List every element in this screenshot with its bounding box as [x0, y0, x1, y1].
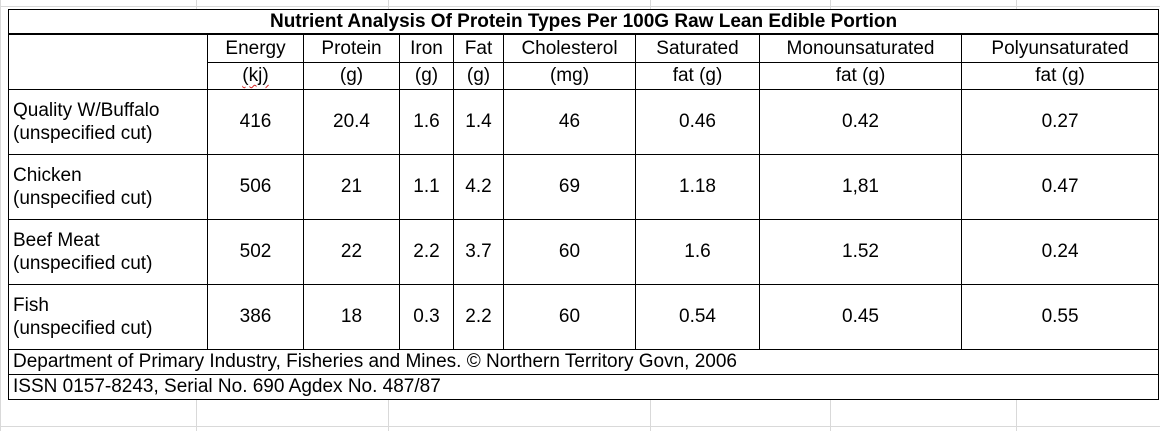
cell-monounsaturated[interactable]: 1.52 [759, 219, 962, 285]
unit-energy[interactable]: (kj) [207, 62, 304, 90]
header-polyunsaturated[interactable]: Polyunsaturated [960, 33, 1160, 63]
cell-saturated[interactable]: 1.6 [635, 219, 760, 285]
cell-saturated[interactable]: 1.18 [635, 154, 760, 220]
cell-monounsaturated[interactable]: 0.45 [759, 284, 962, 350]
table-row: Chicken (unspecified cut) 506 21 1.1 4.2 … [8, 154, 1160, 220]
footer-row: Department of Primary Industry, Fisherie… [7, 349, 1160, 375]
cell-energy[interactable]: 502 [207, 219, 304, 285]
header-saturated[interactable]: Saturated [635, 33, 760, 63]
unit-energy-text: (kj) [242, 65, 269, 86]
cell-fat[interactable]: 2.2 [453, 284, 504, 350]
row-sub: (unspecified cut) [13, 188, 153, 209]
header-protein[interactable]: Protein [303, 33, 400, 63]
cell-protein[interactable]: 18 [303, 284, 400, 350]
table-row: Fish (unspecified cut) 386 18 0.3 2.2 60 … [8, 284, 1160, 350]
unit-polyunsaturated[interactable]: fat (g) [960, 62, 1160, 90]
cell-monounsaturated[interactable]: 1,81 [759, 154, 962, 220]
cell-iron[interactable]: 0.3 [399, 284, 454, 350]
cell-iron[interactable]: 1.1 [399, 154, 454, 220]
unit-protein[interactable]: (g) [303, 62, 400, 90]
cell-iron[interactable]: 1.6 [399, 89, 454, 155]
row-name: Fish [13, 295, 49, 316]
table-row: Quality W/Buffalo (unspecified cut) 416 2… [8, 89, 1160, 155]
table-title[interactable]: Nutrient Analysis Of Protein Types Per 1… [7, 9, 1160, 35]
header-row: Energy Protein Iron Fat Cholesterol Satu… [8, 33, 1160, 63]
cell-cholesterol[interactable]: 60 [503, 284, 636, 350]
cell-polyunsaturated[interactable]: 0.27 [960, 89, 1160, 155]
unit-saturated[interactable]: fat (g) [635, 62, 760, 90]
cell-monounsaturated[interactable]: 0.42 [759, 89, 962, 155]
cell-energy[interactable]: 416 [207, 89, 304, 155]
unit-row: (kj) (g) (g) (g) (mg) fat (g) fat (g) fa… [8, 62, 1160, 90]
nutrient-table: Nutrient Analysis Of Protein Types Per 1… [7, 9, 1160, 400]
row-label[interactable]: Beef Meat (unspecified cut) [8, 219, 208, 285]
cell-saturated[interactable]: 0.54 [635, 284, 760, 350]
unit-cell-empty[interactable] [8, 62, 208, 90]
issn-note[interactable]: ISSN 0157-8243, Serial No. 690 Agdex No.… [7, 374, 1160, 400]
row-label[interactable]: Fish (unspecified cut) [8, 284, 208, 350]
header-cholesterol[interactable]: Cholesterol [503, 33, 636, 63]
row-sub: (unspecified cut) [13, 253, 153, 274]
row-name: Quality W/Buffalo [13, 100, 160, 121]
cell-iron[interactable]: 2.2 [399, 219, 454, 285]
cell-polyunsaturated[interactable]: 0.47 [960, 154, 1160, 220]
footer-row: ISSN 0157-8243, Serial No. 690 Agdex No.… [7, 374, 1160, 400]
header-energy[interactable]: Energy [207, 33, 304, 63]
unit-fat[interactable]: (g) [453, 62, 504, 90]
header-cell-empty[interactable] [8, 33, 208, 63]
cell-saturated[interactable]: 0.46 [635, 89, 760, 155]
table-row: Beef Meat (unspecified cut) 502 22 2.2 3.… [8, 219, 1160, 285]
row-sub: (unspecified cut) [13, 123, 153, 144]
unit-iron[interactable]: (g) [399, 62, 454, 90]
cell-energy[interactable]: 506 [207, 154, 304, 220]
cell-cholesterol[interactable]: 69 [503, 154, 636, 220]
header-monounsaturated[interactable]: Monounsaturated [759, 33, 962, 63]
cell-cholesterol[interactable]: 46 [503, 89, 636, 155]
cell-protein[interactable]: 22 [303, 219, 400, 285]
row-label[interactable]: Chicken (unspecified cut) [8, 154, 208, 220]
cell-fat[interactable]: 4.2 [453, 154, 504, 220]
row-label[interactable]: Quality W/Buffalo (unspecified cut) [8, 89, 208, 155]
unit-cholesterol[interactable]: (mg) [503, 62, 636, 90]
cell-protein[interactable]: 21 [303, 154, 400, 220]
unit-monounsaturated[interactable]: fat (g) [759, 62, 962, 90]
header-iron[interactable]: Iron [399, 33, 454, 63]
cell-fat[interactable]: 3.7 [453, 219, 504, 285]
cell-polyunsaturated[interactable]: 0.24 [960, 219, 1160, 285]
header-fat[interactable]: Fat [453, 33, 504, 63]
cell-energy[interactable]: 386 [207, 284, 304, 350]
cell-cholesterol[interactable]: 60 [503, 219, 636, 285]
row-name: Chicken [13, 165, 82, 186]
cell-polyunsaturated[interactable]: 0.55 [960, 284, 1160, 350]
cell-protein[interactable]: 20.4 [303, 89, 400, 155]
row-sub: (unspecified cut) [13, 318, 153, 339]
source-note[interactable]: Department of Primary Industry, Fisherie… [7, 349, 1160, 375]
cell-fat[interactable]: 1.4 [453, 89, 504, 155]
row-name: Beef Meat [13, 230, 100, 251]
